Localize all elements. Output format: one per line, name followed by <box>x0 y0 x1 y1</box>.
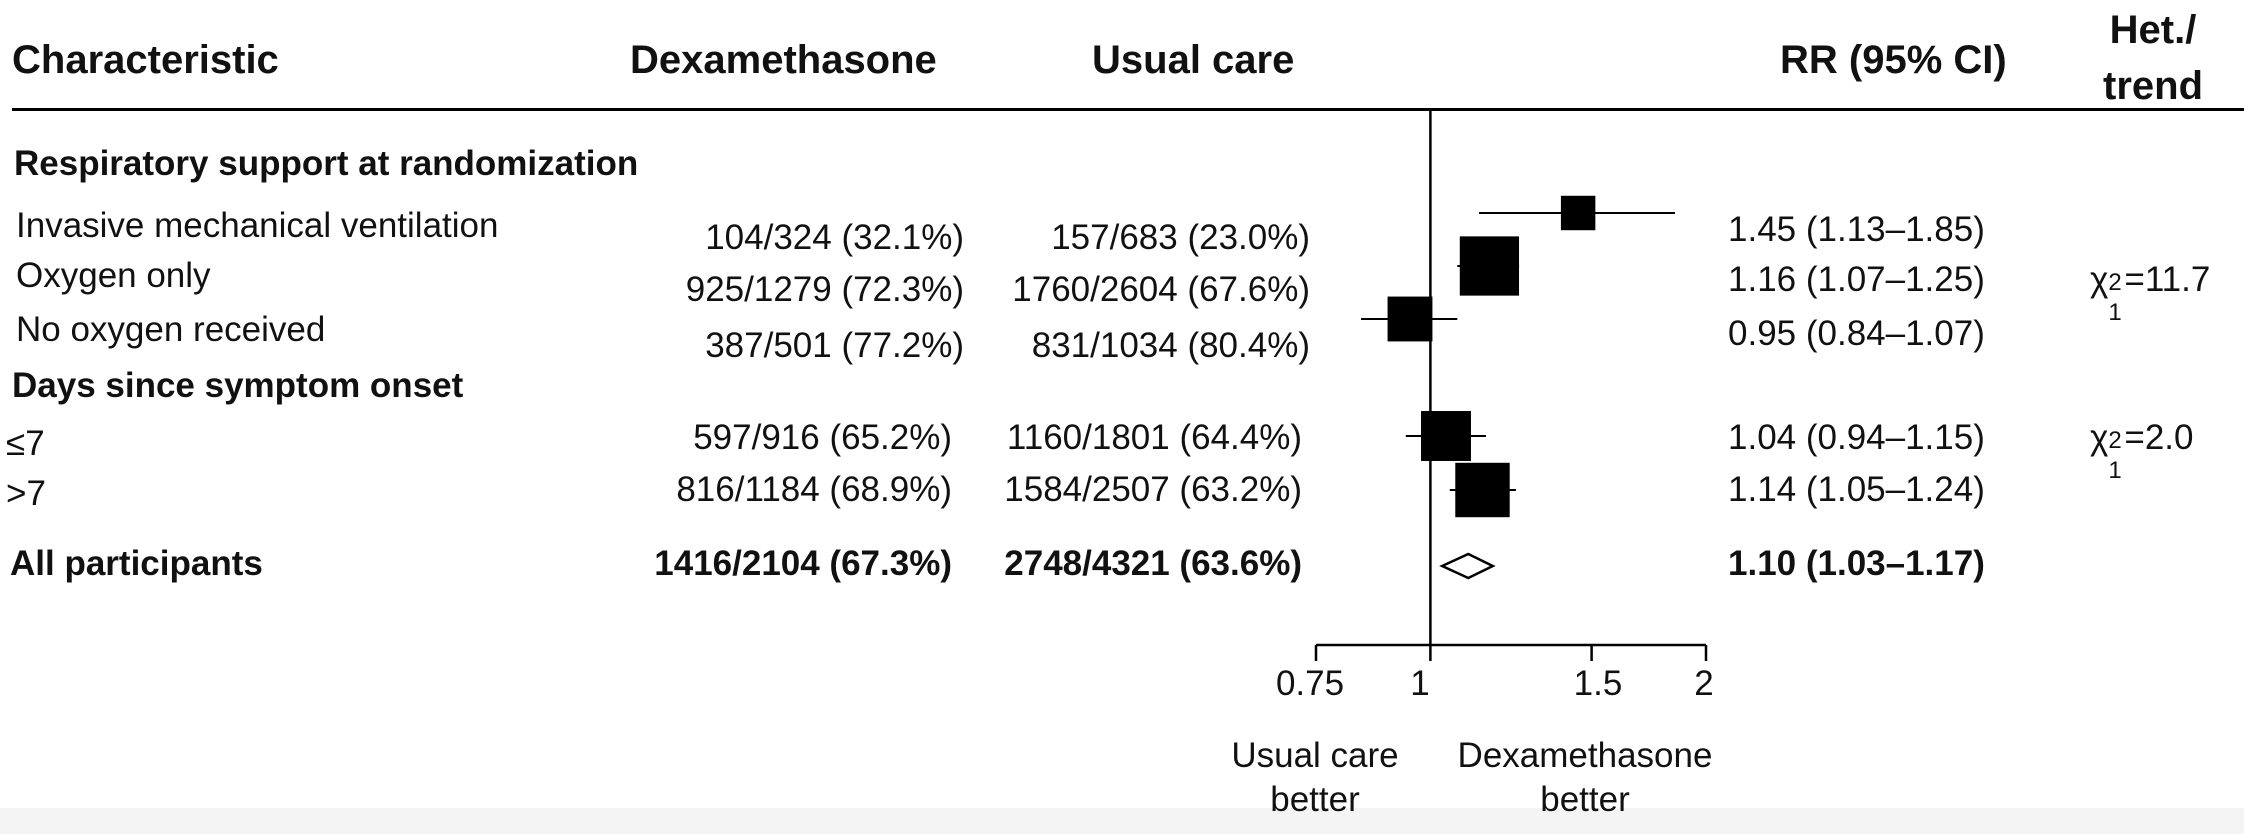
overall-usual: 2748/4321 (63.6%) <box>1004 544 1302 583</box>
axis-left-label-line1: Usual care <box>1231 736 1399 775</box>
row-rr-ventilation: 1.45 (1.13–1.85) <box>1728 210 1985 249</box>
het-respiratory: χ 2 1 =11.7 <box>2090 260 2211 325</box>
row-dex-le7: 597/916 (65.2%) <box>693 418 952 457</box>
row-usual-oxygen-only: 1760/2604 (67.6%) <box>1012 270 1310 309</box>
bottom-shade <box>0 808 2244 834</box>
row-dex-oxygen-only: 925/1279 (72.3%) <box>685 270 964 309</box>
axis-left-label-line2: better <box>1270 780 1360 819</box>
het-value: =11.7 <box>2124 260 2211 299</box>
row-usual-le7: 1160/1801 (64.4%) <box>1006 418 1302 457</box>
header-rule <box>12 108 2244 111</box>
row-usual-ventilation: 157/683 (23.0%) <box>1051 218 1310 257</box>
axis-tick-label-2: 2 <box>1694 664 1714 703</box>
section-title-days: Days since symptom onset <box>12 366 464 405</box>
header-characteristic: Characteristic <box>12 38 279 82</box>
het-days: χ 2 1 =2.0 <box>2090 418 2194 483</box>
het-sup: 2 <box>2108 269 2122 296</box>
row-rr-gt7: 1.14 (1.05–1.24) <box>1728 470 1985 509</box>
overall-diamond <box>1439 552 1496 580</box>
het-chi: χ <box>2090 418 2109 457</box>
header-het-line2: trend <box>2103 64 2203 108</box>
overall-label: All participants <box>10 544 263 583</box>
row-label-oxygen-only: Oxygen only <box>16 256 211 295</box>
row-label-gt7: >7 <box>6 474 46 513</box>
row-dex-no-oxygen: 387/501 (77.2%) <box>705 326 964 365</box>
row-dex-gt7: 816/1184 (68.9%) <box>676 470 952 509</box>
header-het-line1: Het./ <box>2109 8 2197 52</box>
het-sub: 1 <box>2108 299 2122 326</box>
header-rr: RR (95% CI) <box>1780 38 2007 82</box>
axis-tick-label-1.5: 1.5 <box>1573 664 1623 703</box>
header-dexamethasone: Dexamethasone <box>630 38 937 82</box>
row-rr-oxygen-only: 1.16 (1.07–1.25) <box>1728 260 1985 299</box>
point-estimate-square <box>1459 236 1520 296</box>
row-rr-no-oxygen: 0.95 (0.84–1.07) <box>1728 314 1985 353</box>
point-estimate-square <box>1421 411 1471 461</box>
section-title-respiratory: Respiratory support at randomization <box>14 144 639 183</box>
axis-tick-label-0.75: 0.75 <box>1275 664 1345 703</box>
axis-right-label-line2: better <box>1540 780 1630 819</box>
point-estimate-square <box>1455 462 1510 518</box>
row-dex-ventilation: 104/324 (32.1%) <box>705 218 964 257</box>
row-label-le7: ≤7 <box>6 424 45 463</box>
het-sup: 2 <box>2108 427 2122 454</box>
het-chi: χ <box>2090 260 2109 299</box>
row-usual-gt7: 1584/2507 (63.2%) <box>1004 470 1302 509</box>
row-label-ventilation: Invasive mechanical ventilation <box>16 206 499 245</box>
header-usual-care: Usual care <box>1092 38 1295 82</box>
overall-dex: 1416/2104 (67.3%) <box>654 544 952 583</box>
row-rr-le7: 1.04 (0.94–1.15) <box>1728 418 1985 457</box>
point-estimate-square <box>1560 195 1596 231</box>
row-usual-no-oxygen: 831/1034 (80.4%) <box>1031 326 1310 365</box>
het-value: =2.0 <box>2124 418 2194 457</box>
row-label-no-oxygen: No oxygen received <box>16 310 326 349</box>
overall-rr: 1.10 (1.03–1.17) <box>1728 544 1985 583</box>
het-sub: 1 <box>2108 457 2122 484</box>
axis-right-label-line1: Dexamethasone <box>1457 736 1713 775</box>
point-estimate-square <box>1387 296 1433 342</box>
axis-tick-label-1: 1 <box>1410 664 1430 703</box>
